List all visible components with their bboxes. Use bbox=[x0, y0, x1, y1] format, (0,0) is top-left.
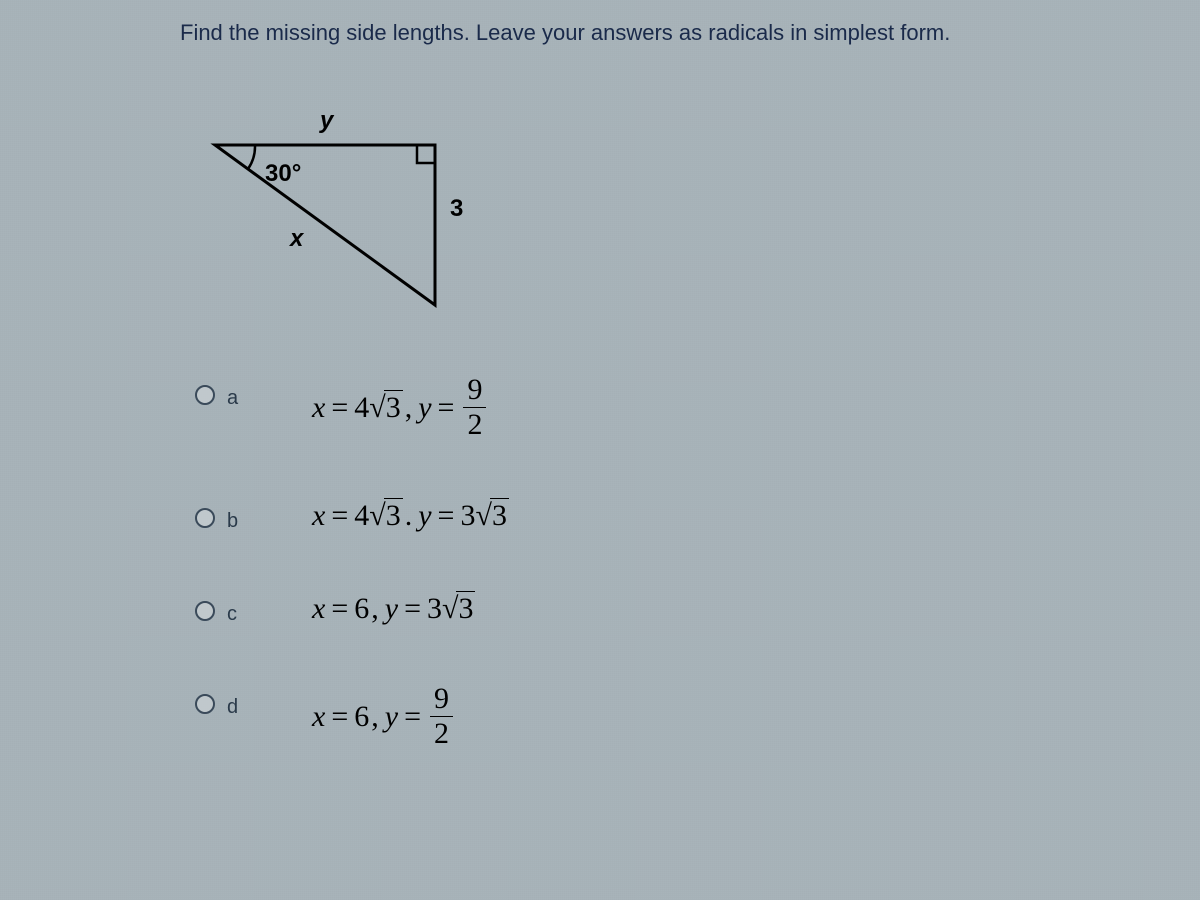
radio-b[interactable] bbox=[195, 508, 215, 528]
label-3: 3 bbox=[450, 195, 463, 223]
radio-a[interactable] bbox=[195, 385, 215, 405]
radio-c[interactable] bbox=[195, 601, 215, 621]
option-a-row[interactable]: a x= 4 √3 , y= 92 bbox=[195, 375, 509, 440]
radio-d[interactable] bbox=[195, 694, 215, 714]
triangle-diagram: y 30° 3 x bbox=[205, 115, 485, 325]
option-c-row[interactable]: c x= 6 , y= 3 √3 bbox=[195, 591, 509, 626]
label-y: y bbox=[320, 107, 333, 135]
option-c-letter: c bbox=[227, 603, 257, 626]
label-angle: 30° bbox=[265, 160, 301, 188]
option-c-math: x= 6 , y= 3 √3 bbox=[312, 591, 475, 626]
option-a-math: x= 4 √3 , y= 92 bbox=[312, 375, 489, 440]
option-b-letter: b bbox=[227, 510, 257, 533]
option-d-row[interactable]: d x= 6 , y= 92 bbox=[195, 684, 509, 749]
label-x: x bbox=[290, 225, 303, 253]
answer-options: a x= 4 √3 , y= 92 b x= 4 √3 . y= 3 √3 c … bbox=[195, 375, 509, 749]
option-b-row[interactable]: b x= 4 √3 . y= 3 √3 bbox=[195, 498, 509, 533]
option-d-letter: d bbox=[227, 696, 257, 719]
option-b-math: x= 4 √3 . y= 3 √3 bbox=[312, 498, 509, 533]
option-d-math: x= 6 , y= 92 bbox=[312, 684, 456, 749]
question-prompt: Find the missing side lengths. Leave you… bbox=[180, 20, 950, 46]
option-a-letter: a bbox=[227, 387, 257, 410]
